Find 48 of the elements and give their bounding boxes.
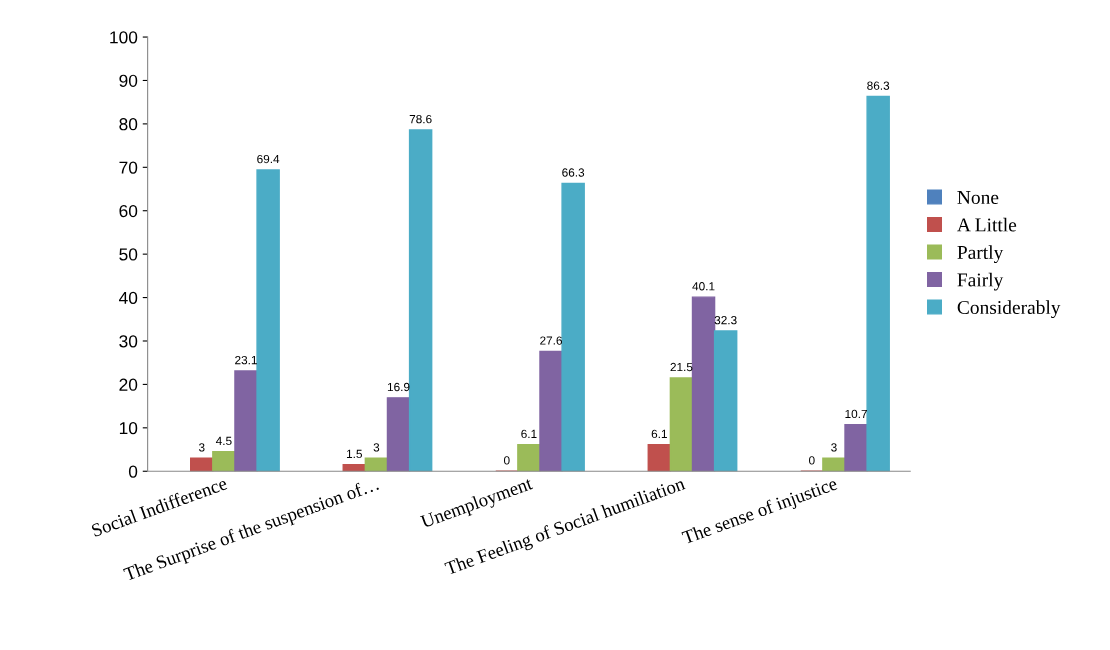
data-label: 10.7 xyxy=(845,409,867,419)
bar xyxy=(212,451,236,472)
bar xyxy=(866,95,890,472)
data-label: 3 xyxy=(198,443,205,452)
y-tick-label: 80 xyxy=(119,118,138,131)
bar xyxy=(691,296,716,472)
data-label: 3 xyxy=(831,443,837,452)
data-label: 6.1 xyxy=(521,429,537,439)
data-label: 0 xyxy=(503,456,510,465)
data-label: 40.1 xyxy=(692,282,715,291)
data-label: 86.3 xyxy=(867,81,890,90)
bar xyxy=(561,182,585,472)
y-tick-label: 40 xyxy=(119,291,138,305)
data-label: 6.1 xyxy=(651,429,667,439)
data-label: 1.5 xyxy=(346,449,362,459)
y-tick-label: 10 xyxy=(119,422,138,435)
data-label: 3 xyxy=(373,443,380,452)
bar xyxy=(539,350,563,472)
bar xyxy=(713,330,738,472)
bar xyxy=(669,377,694,472)
data-label: 66.3 xyxy=(562,168,585,177)
bar xyxy=(386,397,411,472)
y-tick-label: 100 xyxy=(110,31,138,44)
legend-label: A Little xyxy=(957,217,1017,232)
bar xyxy=(234,370,258,472)
data-label: 4.5 xyxy=(215,436,232,446)
legend-label: Considerably xyxy=(957,300,1061,319)
y-tick-label: 70 xyxy=(119,161,138,174)
bar xyxy=(256,169,280,472)
y-tick-label: 30 xyxy=(119,335,138,348)
legend-label: Fairly xyxy=(957,272,1004,291)
y-tick-label: 50 xyxy=(119,248,138,261)
y-tick-label: 20 xyxy=(119,378,138,391)
bar xyxy=(342,464,367,472)
data-label: 78.6 xyxy=(409,114,432,124)
bar xyxy=(844,424,868,472)
data-label: 23.1 xyxy=(235,355,257,365)
y-tick-label: 0 xyxy=(128,465,138,478)
legend-label: None xyxy=(957,191,999,205)
data-label: 27.6 xyxy=(540,336,562,345)
bar xyxy=(647,444,672,472)
bar xyxy=(517,444,541,472)
bar xyxy=(408,129,433,472)
y-tick-label: 90 xyxy=(119,74,138,87)
legend-label: Partly xyxy=(957,245,1004,263)
data-label: 69.4 xyxy=(257,154,280,164)
y-tick-label: 60 xyxy=(119,204,138,218)
data-label: 0 xyxy=(809,456,815,465)
